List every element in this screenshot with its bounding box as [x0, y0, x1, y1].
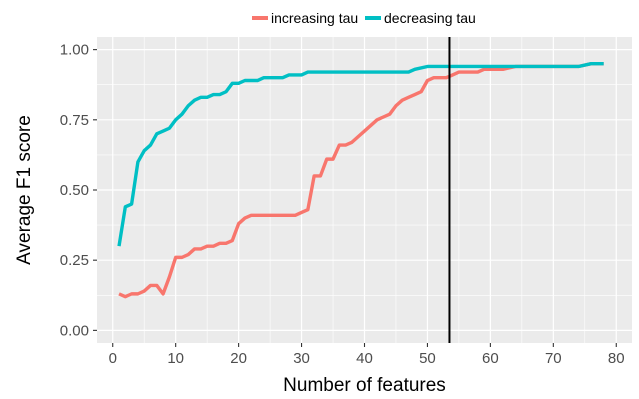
series-lines — [117, 61, 604, 299]
y-tick-label: 0.25 — [60, 252, 89, 269]
x-axis-title: Number of features — [283, 375, 446, 396]
y-axis: 0.00 0.25 0.50 0.75 1.00 — [60, 42, 97, 339]
y-axis-title: Average F1 score — [14, 115, 35, 265]
x-tick-label: 60 — [482, 350, 499, 367]
legend-label-decreasing-tau: decreasing tau — [384, 10, 476, 26]
legend: increasing tau decreasing tau — [252, 10, 476, 26]
y-tick-label: 0.75 — [60, 112, 89, 129]
x-axis: 0 10 20 30 40 50 60 70 80 — [109, 343, 625, 367]
x-tick-label: 30 — [293, 350, 310, 367]
x-tick-label: 80 — [608, 350, 625, 367]
x-tick-label: 40 — [356, 350, 373, 367]
y-tick-label: 1.00 — [60, 42, 89, 59]
x-tick-label: 10 — [167, 350, 184, 367]
y-tick-label: 0.50 — [60, 182, 89, 199]
x-tick-label: 70 — [545, 350, 562, 367]
series-line-decreasing-tau — [117, 61, 604, 247]
major-gridlines — [97, 37, 632, 343]
x-tick-label: 20 — [230, 350, 247, 367]
series-line-increasing-tau — [118, 61, 604, 299]
x-tick-label: 0 — [109, 350, 117, 367]
x-tick-label: 50 — [419, 350, 436, 367]
y-tick-label: 0.00 — [60, 322, 89, 339]
legend-label-increasing-tau: increasing tau — [271, 10, 358, 26]
